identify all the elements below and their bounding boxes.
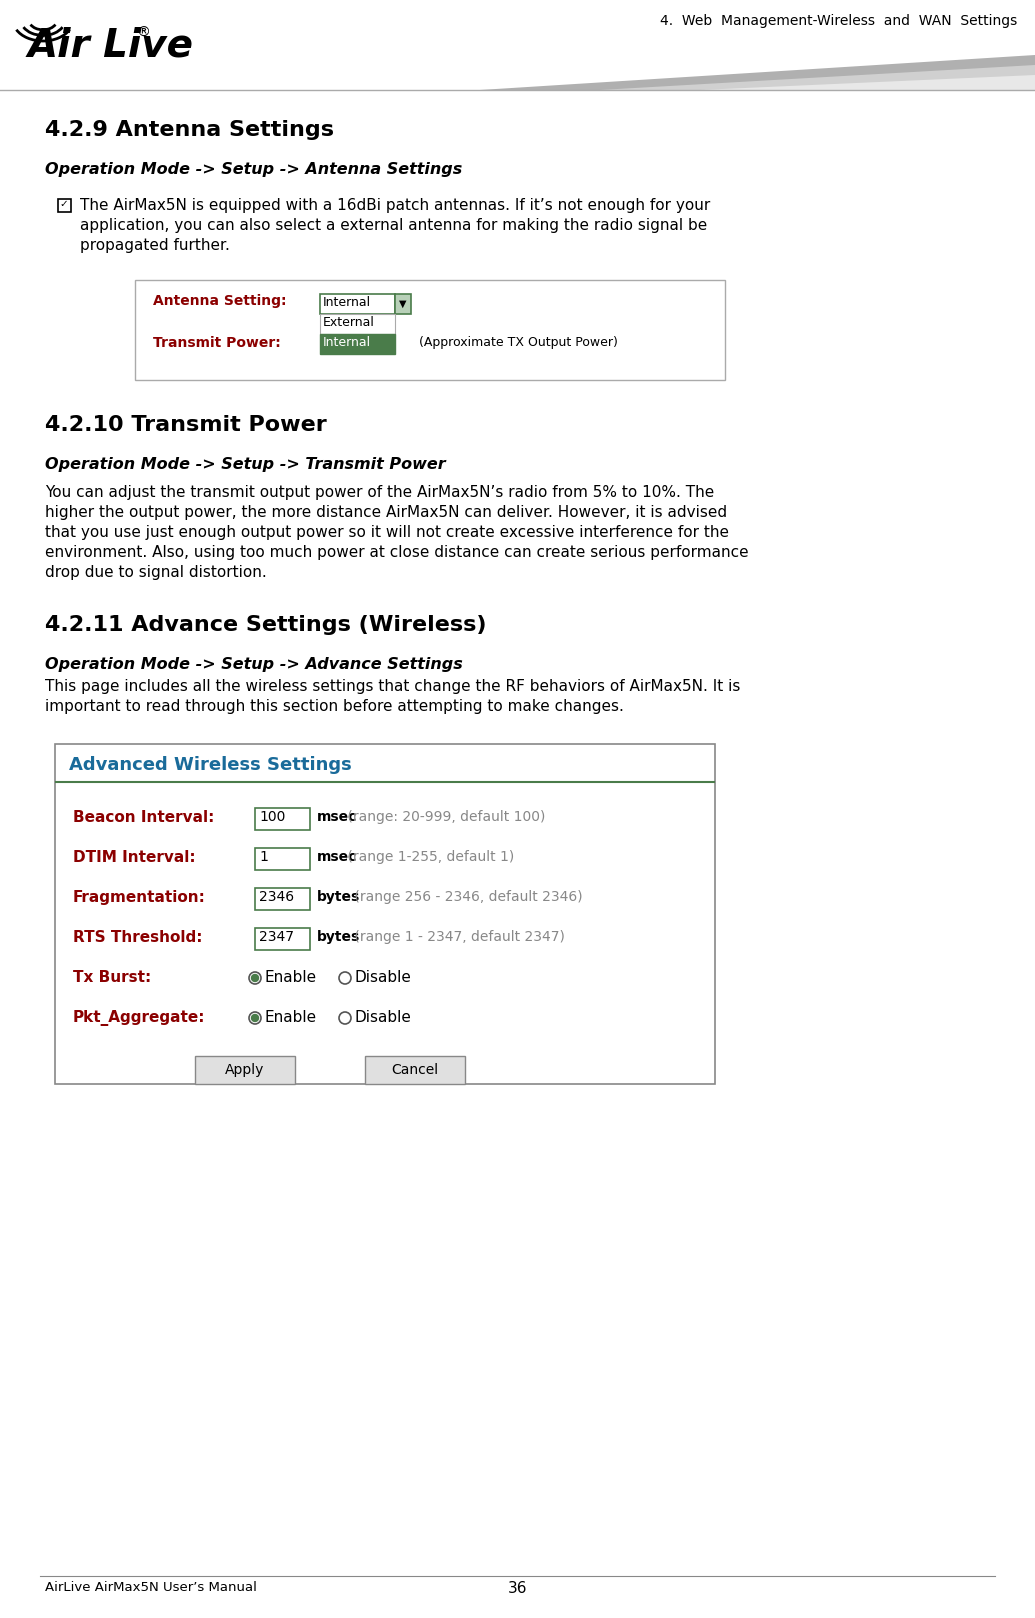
Text: ®: ® bbox=[136, 26, 150, 40]
Circle shape bbox=[252, 974, 259, 982]
FancyBboxPatch shape bbox=[255, 929, 310, 950]
Text: Tx Burst:: Tx Burst: bbox=[73, 971, 151, 985]
Text: environment. Also, using too much power at close distance can create serious per: environment. Also, using too much power … bbox=[45, 545, 748, 560]
Text: 2346: 2346 bbox=[259, 890, 294, 904]
Text: Pkt_Aggregate:: Pkt_Aggregate: bbox=[73, 1010, 206, 1026]
Circle shape bbox=[339, 972, 351, 984]
Text: 4.2.9 Antenna Settings: 4.2.9 Antenna Settings bbox=[45, 120, 334, 141]
Text: msec: msec bbox=[317, 849, 357, 864]
Text: drop due to signal distortion.: drop due to signal distortion. bbox=[45, 565, 267, 579]
Text: External: External bbox=[323, 316, 375, 328]
FancyBboxPatch shape bbox=[0, 0, 1035, 91]
Text: Internal: Internal bbox=[323, 337, 372, 349]
Text: (range: 20-999, default 100): (range: 20-999, default 100) bbox=[343, 811, 545, 824]
Text: Antenna Setting:: Antenna Setting: bbox=[153, 294, 287, 307]
Text: 36: 36 bbox=[508, 1581, 527, 1595]
Text: propagated further.: propagated further. bbox=[80, 238, 230, 252]
Text: (range 256 - 2346, default 2346): (range 256 - 2346, default 2346) bbox=[350, 890, 582, 904]
Text: Disable: Disable bbox=[355, 971, 412, 985]
Polygon shape bbox=[700, 74, 1035, 91]
Circle shape bbox=[249, 1011, 261, 1024]
FancyBboxPatch shape bbox=[255, 848, 310, 870]
Text: bytes: bytes bbox=[317, 930, 360, 943]
Text: ▼: ▼ bbox=[400, 299, 407, 309]
Text: Air Live: Air Live bbox=[28, 26, 194, 65]
Text: that you use just enough output power so it will not create excessive interferen: that you use just enough output power so… bbox=[45, 524, 729, 540]
FancyBboxPatch shape bbox=[58, 199, 71, 212]
Text: Operation Mode -> Setup -> Antenna Settings: Operation Mode -> Setup -> Antenna Setti… bbox=[45, 162, 463, 176]
FancyBboxPatch shape bbox=[320, 294, 395, 314]
FancyBboxPatch shape bbox=[135, 280, 724, 380]
FancyBboxPatch shape bbox=[365, 1057, 465, 1084]
Text: AirLive AirMax5N User’s Manual: AirLive AirMax5N User’s Manual bbox=[45, 1581, 257, 1594]
Circle shape bbox=[339, 1011, 351, 1024]
Polygon shape bbox=[600, 65, 1035, 91]
Text: (range 1 - 2347, default 2347): (range 1 - 2347, default 2347) bbox=[350, 930, 564, 943]
Text: 100: 100 bbox=[259, 811, 286, 824]
Polygon shape bbox=[480, 55, 1035, 91]
FancyBboxPatch shape bbox=[320, 314, 395, 333]
Text: Disable: Disable bbox=[355, 1010, 412, 1024]
Text: Operation Mode -> Setup -> Advance Settings: Operation Mode -> Setup -> Advance Setti… bbox=[45, 657, 463, 671]
Text: Cancel: Cancel bbox=[391, 1063, 439, 1078]
FancyBboxPatch shape bbox=[255, 807, 310, 830]
Text: ✓: ✓ bbox=[59, 199, 67, 209]
Text: msec: msec bbox=[317, 811, 357, 824]
Text: 2347: 2347 bbox=[259, 930, 294, 943]
Text: 4.2.10 Transmit Power: 4.2.10 Transmit Power bbox=[45, 414, 327, 435]
Circle shape bbox=[252, 1014, 259, 1021]
Text: 4.2.11 Advance Settings (Wireless): 4.2.11 Advance Settings (Wireless) bbox=[45, 615, 486, 634]
Text: (Approximate TX Output Power): (Approximate TX Output Power) bbox=[419, 337, 618, 349]
FancyBboxPatch shape bbox=[55, 744, 715, 1084]
Text: The AirMax5N is equipped with a 16dBi patch antennas. If it’s not enough for you: The AirMax5N is equipped with a 16dBi pa… bbox=[80, 197, 710, 214]
Text: Apply: Apply bbox=[226, 1063, 265, 1078]
Text: application, you can also select a external antenna for making the radio signal : application, you can also select a exter… bbox=[80, 218, 707, 233]
FancyBboxPatch shape bbox=[395, 294, 411, 314]
Text: This page includes all the wireless settings that change the RF behaviors of Air: This page includes all the wireless sett… bbox=[45, 680, 740, 694]
Text: Advanced Wireless Settings: Advanced Wireless Settings bbox=[69, 756, 352, 773]
Text: You can adjust the transmit output power of the AirMax5N’s radio from 5% to 10%.: You can adjust the transmit output power… bbox=[45, 485, 714, 500]
Text: DTIM Interval:: DTIM Interval: bbox=[73, 849, 196, 866]
Text: 4.  Web  Management-Wireless  and  WAN  Settings: 4. Web Management-Wireless and WAN Setti… bbox=[659, 15, 1017, 28]
Text: Enable: Enable bbox=[265, 971, 317, 985]
Circle shape bbox=[249, 972, 261, 984]
Text: RTS Threshold:: RTS Threshold: bbox=[73, 930, 203, 945]
Text: bytes: bytes bbox=[317, 890, 360, 904]
Text: (range 1-255, default 1): (range 1-255, default 1) bbox=[343, 849, 514, 864]
Text: Fragmentation:: Fragmentation: bbox=[73, 890, 206, 904]
Text: Operation Mode -> Setup -> Transmit Power: Operation Mode -> Setup -> Transmit Powe… bbox=[45, 456, 446, 472]
Text: Enable: Enable bbox=[265, 1010, 317, 1024]
Text: higher the output power, the more distance AirMax5N can deliver. However, it is : higher the output power, the more distan… bbox=[45, 505, 728, 519]
Text: Internal: Internal bbox=[323, 296, 372, 309]
FancyBboxPatch shape bbox=[320, 333, 395, 354]
Text: 1: 1 bbox=[259, 849, 268, 864]
Text: Transmit Power:: Transmit Power: bbox=[153, 337, 280, 349]
FancyBboxPatch shape bbox=[195, 1057, 295, 1084]
Text: important to read through this section before attempting to make changes.: important to read through this section b… bbox=[45, 699, 624, 714]
FancyBboxPatch shape bbox=[255, 888, 310, 909]
Text: Beacon Interval:: Beacon Interval: bbox=[73, 811, 214, 825]
